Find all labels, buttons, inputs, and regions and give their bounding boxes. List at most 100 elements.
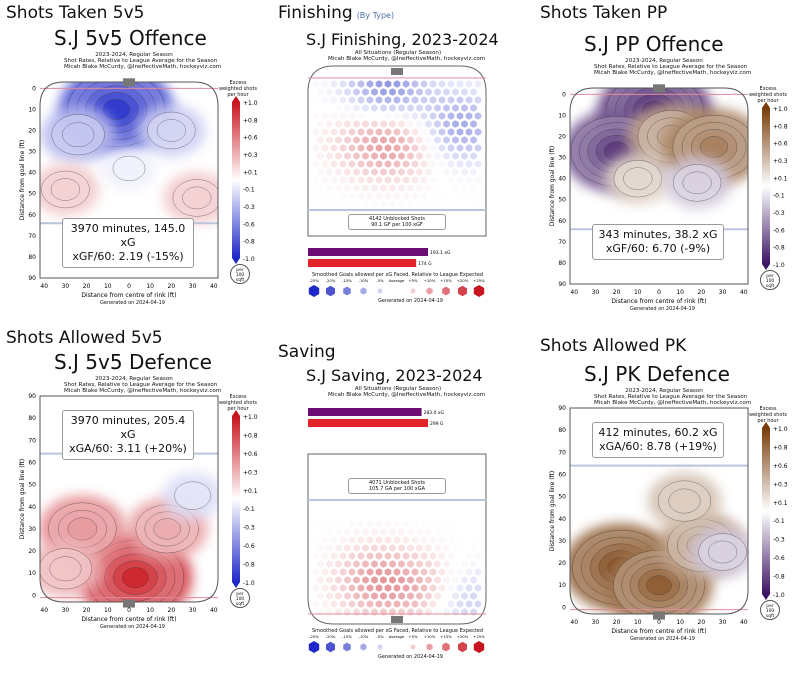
- colorbar-tick: -0.1: [773, 518, 785, 525]
- hex-cell: [461, 592, 468, 600]
- hex-cell: [434, 576, 441, 584]
- goal-net: [123, 78, 135, 87]
- hex-cell: [465, 536, 473, 544]
- hex-cell: [362, 136, 369, 144]
- contour-ring: [50, 178, 81, 201]
- unit-text: 100: [765, 609, 775, 614]
- x-tick: 20: [83, 283, 91, 290]
- hex-cell: [429, 176, 437, 184]
- hex-cell: [380, 184, 387, 192]
- hex-cell: [321, 112, 329, 120]
- hex-cell: [452, 200, 459, 208]
- colorbar-tick: -0.6: [243, 221, 255, 228]
- unit-circle: per 100 sqft: [230, 588, 250, 608]
- hex-legend-swatch: [326, 285, 335, 297]
- hex-cell: [353, 136, 360, 144]
- hex-cell: [371, 200, 378, 208]
- hex-cell: [389, 592, 396, 600]
- colorbar-tick: -0.1: [243, 187, 255, 194]
- hex-legend-swatch: [308, 641, 320, 653]
- colorbar-tick: -0.1: [773, 193, 785, 200]
- hex-cell: [312, 568, 320, 576]
- chart-ppoff: S.J PP Offence 2023-2024, Regular Season S…: [534, 32, 796, 328]
- hex-cell: [425, 560, 432, 568]
- hex-cell: [317, 168, 324, 176]
- hex-cell: [375, 128, 383, 136]
- hex-cell: [312, 584, 320, 592]
- contour-ring: [153, 518, 181, 540]
- hex-cell: [456, 584, 464, 592]
- summary-line: 4142 Unblocked Shots: [368, 216, 426, 222]
- hex-cell: [353, 576, 360, 584]
- hex-cell: [429, 568, 437, 576]
- hex-cell: [321, 600, 329, 608]
- hex-cell: [335, 120, 342, 128]
- hex-cell: [416, 200, 423, 208]
- x-tick: 30: [719, 619, 727, 626]
- hex-cell: [389, 544, 396, 552]
- hex-cell: [375, 160, 383, 168]
- x-tick: 30: [189, 283, 197, 290]
- hex-cell: [339, 160, 347, 168]
- hex-cell: [384, 144, 392, 152]
- hex-cell: [366, 192, 374, 200]
- hex-cell: [321, 536, 329, 544]
- y-tick: 40: [28, 170, 36, 177]
- hex-cell: [348, 192, 356, 200]
- hex-cell: [438, 80, 446, 88]
- hex-cell: [420, 568, 428, 576]
- hex-cell: [443, 168, 450, 176]
- chart-subtitle: Shot Rates, Relative to League Average f…: [594, 64, 748, 70]
- hex-cell: [434, 544, 441, 552]
- contour-ring: [102, 98, 130, 120]
- unit-circle: per 100 sqft: [760, 600, 780, 620]
- hex-cell: [317, 200, 324, 208]
- hex-cell: [366, 96, 374, 104]
- hex-cell: [402, 160, 410, 168]
- hex-cell: [402, 80, 410, 88]
- colorbar-tick: -1.0: [773, 262, 785, 269]
- hex-cell: [348, 600, 356, 608]
- colorbar-tick: +0.1: [243, 488, 258, 495]
- hex-legend-swatch: [410, 644, 416, 650]
- hex-cell: [411, 536, 419, 544]
- colorbar-tick: +1.0: [243, 100, 258, 107]
- hex-cell: [407, 184, 414, 192]
- hex-cell: [366, 584, 374, 592]
- hex-legend-tick: -15%: [342, 278, 352, 283]
- hex-cell: [353, 168, 360, 176]
- hex-cell: [384, 176, 392, 184]
- hex-cell: [434, 528, 441, 536]
- hex-cell: [452, 528, 459, 536]
- colorbar-title: Excess: [229, 394, 247, 400]
- hex-cell: [348, 144, 356, 152]
- hex-cell: [452, 560, 459, 568]
- hex-cell: [353, 104, 360, 112]
- hex-cell: [366, 160, 374, 168]
- hex-cell: [384, 192, 392, 200]
- hex-cell: [411, 520, 419, 528]
- hex-cell: [456, 192, 464, 200]
- x-tick: 0: [657, 619, 661, 626]
- colorbar: [762, 428, 770, 594]
- hex-cell: [362, 168, 369, 176]
- hex-cell: [461, 88, 468, 96]
- hex-cell: [321, 144, 329, 152]
- y-tick: 70: [558, 239, 566, 246]
- hex-cell: [357, 128, 365, 136]
- hex-cell: [344, 120, 351, 128]
- hex-cell: [447, 520, 455, 528]
- bar-G: [308, 259, 417, 267]
- hex-cell: [375, 536, 383, 544]
- hex-cell: [339, 536, 347, 544]
- hex-cell: [357, 520, 365, 528]
- unit-text: per: [766, 274, 774, 279]
- hex-cell: [416, 88, 423, 96]
- colorbar-tick: -0.3: [773, 210, 785, 217]
- hex-cell: [330, 160, 338, 168]
- x-tick: 10: [634, 619, 642, 626]
- y-tick: 60: [558, 218, 566, 225]
- hex-cell: [326, 88, 333, 96]
- hex-cell: [348, 568, 356, 576]
- hex-cell: [366, 112, 374, 120]
